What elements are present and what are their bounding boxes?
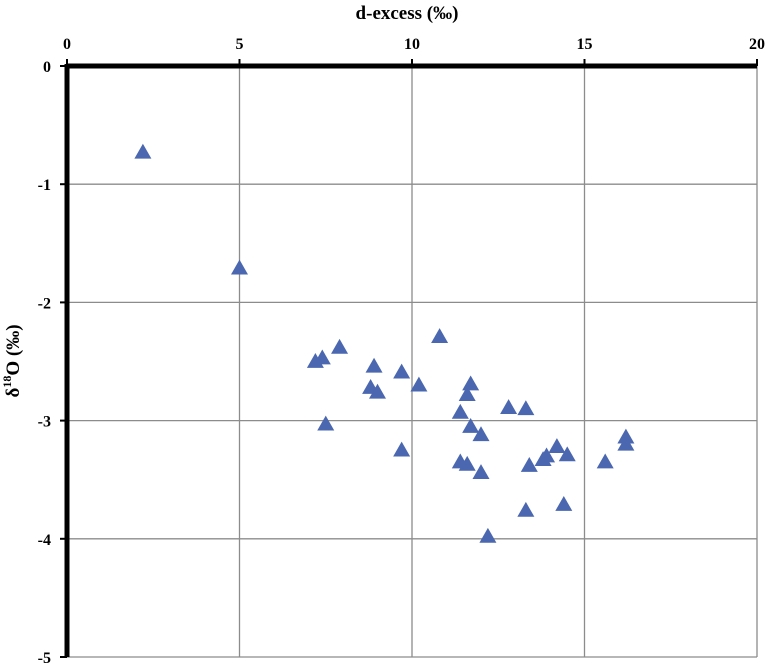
data-point-triangle: [538, 447, 556, 463]
data-point-triangle: [617, 435, 635, 451]
tick-labels: 0 5 10 15 20 0 -1 -2 -3 -4 -5: [38, 36, 765, 664]
y-tick-label: -3: [38, 414, 51, 431]
axes: [60, 59, 758, 658]
x-tick-label: 10: [404, 36, 420, 53]
x-axis-title: d-excess (‰): [356, 3, 459, 24]
data-point-triangle: [365, 357, 383, 373]
data-point-triangle: [596, 453, 614, 469]
y-axis-title-suffix: O (‰): [3, 324, 24, 375]
y-axis-title: δ18O (‰): [0, 324, 24, 397]
data-point-triangle: [369, 383, 386, 399]
y-tick-label: -5: [38, 650, 51, 664]
data-point-triangle: [472, 426, 490, 442]
data-points: [134, 143, 635, 543]
data-point-triangle: [517, 501, 535, 517]
x-tick-label: 0: [63, 36, 71, 53]
data-point-triangle: [393, 363, 411, 379]
data-point-triangle: [479, 527, 497, 543]
data-point-triangle: [313, 349, 331, 365]
data-point-triangle: [558, 446, 576, 462]
grid-lines: [67, 66, 758, 658]
data-point-triangle: [231, 259, 248, 275]
data-point-triangle: [331, 338, 349, 354]
data-point-triangle: [462, 418, 480, 433]
data-point-triangle: [393, 441, 411, 457]
y-tick-label: -1: [38, 177, 51, 194]
y-tick-label: -2: [38, 295, 51, 312]
data-point-triangle: [520, 457, 538, 472]
data-point-triangle: [431, 328, 449, 344]
x-tick-label: 20: [749, 36, 765, 53]
data-point-triangle: [458, 455, 476, 471]
y-axis-title-prefix: δ: [3, 388, 24, 398]
data-point-triangle: [472, 464, 490, 479]
data-point-triangle: [451, 403, 469, 419]
data-point-triangle: [548, 438, 566, 453]
data-point-triangle: [317, 415, 335, 431]
data-point-triangle: [462, 375, 480, 391]
x-tick-label: 5: [236, 36, 244, 53]
data-point-triangle: [458, 386, 476, 401]
data-point-triangle: [410, 376, 428, 392]
y-axis-title-sup: 18: [0, 376, 14, 388]
data-point-triangle: [555, 496, 573, 511]
y-tick-label: -4: [38, 532, 51, 549]
data-point-triangle: [134, 143, 152, 159]
data-point-triangle: [517, 400, 535, 416]
data-point-triangle: [500, 399, 518, 414]
y-tick-label: 0: [43, 59, 51, 76]
x-tick-label: 15: [577, 36, 593, 53]
